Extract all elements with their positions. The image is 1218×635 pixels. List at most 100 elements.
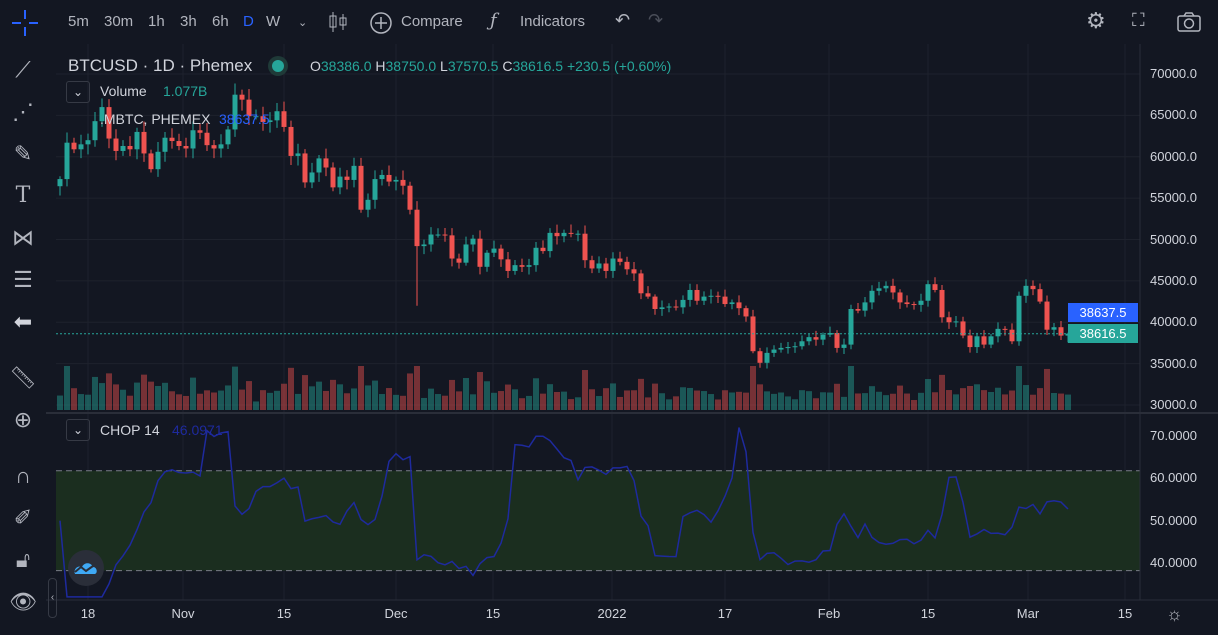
candle-body [841, 344, 847, 348]
open-value: 38386.0 [320, 58, 372, 74]
brush-icon[interactable]: ✎ [13, 141, 33, 166]
candle-body [218, 144, 224, 149]
volume-bar [498, 391, 504, 410]
text-icon[interactable]: T [15, 183, 31, 208]
candle-body [785, 347, 791, 349]
volume-bar [127, 395, 133, 410]
volume-bar [169, 391, 175, 410]
pattern-icon[interactable]: ⋈ [12, 225, 34, 250]
volume-bar [799, 390, 805, 410]
timeframe-6h[interactable]: 6h [212, 13, 229, 30]
time-tick: 18 [80, 606, 96, 621]
candle-body [876, 288, 882, 291]
volume-bar [337, 384, 343, 410]
timeframe-5m[interactable]: 5m [68, 13, 89, 30]
timeframe-d[interactable]: D [243, 13, 254, 30]
volume-bar [925, 379, 931, 410]
volume-bar [974, 384, 980, 410]
volume-bar [834, 383, 840, 410]
timeframe-30m[interactable]: 30m [104, 13, 134, 30]
arrow-left-icon[interactable]: ⬅ [13, 309, 33, 334]
price-tick: 50000.0 [1150, 231, 1197, 247]
volume-bar [183, 395, 189, 410]
axis-settings-icon[interactable]: ☼ [1166, 604, 1183, 624]
compare-button[interactable]: Compare [401, 13, 463, 30]
fib-retracement-icon[interactable]: ☰ [13, 267, 33, 292]
candle-body [610, 258, 616, 271]
candle-body [771, 349, 777, 353]
candle-body [792, 346, 798, 348]
volume-bar [862, 393, 868, 410]
magnet-icon[interactable]: ∩ [15, 463, 31, 488]
timeframe-3h[interactable]: 3h [180, 13, 197, 30]
volume-bar [708, 394, 714, 410]
candle-body [778, 347, 784, 350]
pitchfork-icon[interactable]: ⋰ [12, 99, 34, 124]
candle-body [78, 144, 84, 150]
undo-icon[interactable]: ↶ [615, 10, 631, 30]
volume-bar [610, 383, 616, 410]
candle-body [120, 145, 126, 151]
volume-bar [729, 392, 735, 410]
eye-icon[interactable]: 👁︎ [9, 589, 37, 614]
volume-bar [421, 397, 427, 410]
indicators-button[interactable]: Indicators [520, 13, 586, 30]
candle-body [743, 308, 749, 317]
candle-body [1037, 289, 1043, 302]
volume-bar [946, 390, 952, 410]
volume-bar [617, 396, 623, 410]
candle-body [855, 309, 861, 311]
settings-gear-icon[interactable]: ⚙ [1086, 8, 1106, 33]
candle-body [386, 174, 392, 182]
volume-bar [92, 376, 98, 410]
candle-body [302, 153, 308, 183]
chop-collapse-button[interactable]: ⌄ [66, 419, 90, 441]
zoom-in-icon[interactable]: ⊕ [13, 407, 33, 432]
ruler-icon[interactable]: 📏︎ [9, 365, 37, 390]
timeframe-w[interactable]: W [266, 13, 281, 30]
volume-label[interactable]: Volume [100, 83, 147, 99]
volume-bar [687, 387, 693, 410]
compare-plus-icon[interactable] [369, 11, 393, 35]
volume-bar [673, 396, 679, 410]
time-tick: 15 [485, 606, 501, 621]
candle-body [330, 167, 336, 188]
chevron-down-icon[interactable]: ⌄ [298, 17, 308, 29]
low-value: 37570.5 [447, 58, 499, 74]
candle-body [638, 273, 644, 294]
volume-bar [631, 390, 637, 410]
fullscreen-icon[interactable]: ⛶ [1132, 10, 1145, 30]
candles-icon[interactable] [328, 11, 348, 33]
timeframe-1h[interactable]: 1h [148, 13, 165, 30]
volume-bar [218, 390, 224, 410]
volume-bar [113, 384, 119, 410]
trend-line-icon[interactable]: ⟋ [15, 57, 31, 82]
volume-bar [393, 394, 399, 410]
compare-symbol-label[interactable]: .MBTC, PHEMEX [100, 111, 211, 127]
candle-body [379, 174, 385, 180]
candle-body [337, 176, 343, 188]
crosshair-icon[interactable] [10, 8, 40, 38]
volume-bar [442, 395, 448, 410]
volume-bar [372, 380, 378, 410]
collapse-toolbar-handle[interactable]: ‹ [48, 578, 57, 618]
camera-icon[interactable] [1176, 11, 1202, 33]
candle-body [764, 352, 770, 363]
chop-tick: 60.0000 [1150, 470, 1197, 486]
indicators-fx-icon[interactable]: ƒ [490, 10, 497, 31]
candle-body [575, 233, 581, 235]
volume-bar [400, 395, 406, 410]
market-status-icon[interactable] [272, 60, 284, 72]
unlock-icon[interactable]: 🔓︎ [15, 547, 31, 572]
chop-tick: 40.0000 [1150, 554, 1197, 570]
volume-bar [596, 396, 602, 410]
lock-drawing-icon[interactable]: ✐ [13, 505, 33, 530]
volume-collapse-button[interactable]: ⌄ [66, 81, 90, 103]
symbol-title[interactable]: BTCUSD · 1D · Phemex [68, 56, 253, 75]
redo-icon[interactable]: ↷ [648, 10, 664, 30]
chop-label[interactable]: CHOP 14 [100, 422, 160, 438]
volume-bar [463, 378, 469, 410]
volume-bar [78, 394, 84, 410]
candle-body [820, 334, 826, 340]
